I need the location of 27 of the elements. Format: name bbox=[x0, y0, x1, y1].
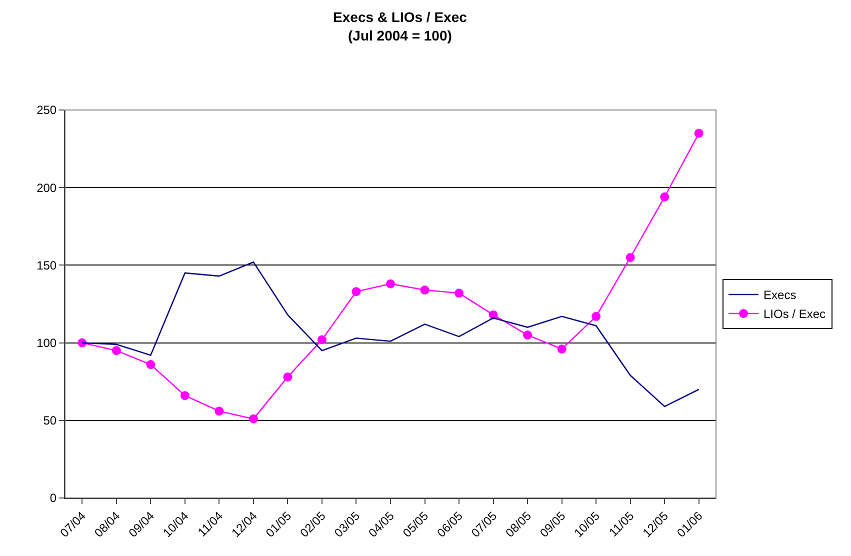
point bbox=[214, 406, 224, 416]
point bbox=[626, 252, 635, 262]
point bbox=[248, 414, 258, 424]
y-tick-label: 100 bbox=[36, 336, 57, 350]
y-tick-label: 150 bbox=[36, 258, 57, 272]
y-tick-label: 200 bbox=[36, 180, 57, 195]
legend-label: Execs bbox=[764, 288, 796, 302]
point bbox=[317, 335, 326, 344]
chart-subtitle: (Jul 2004 = 100) bbox=[348, 27, 452, 44]
point bbox=[146, 360, 156, 370]
point bbox=[420, 286, 430, 295]
point bbox=[523, 330, 532, 340]
point bbox=[694, 128, 704, 138]
point bbox=[112, 346, 121, 356]
point bbox=[386, 279, 395, 288]
y-tick-label: 50 bbox=[43, 414, 57, 428]
point bbox=[283, 372, 292, 382]
point bbox=[660, 192, 670, 202]
point bbox=[557, 344, 566, 354]
point bbox=[352, 287, 361, 296]
chart-title: Execs & LIOs / Exec bbox=[333, 9, 468, 26]
point bbox=[592, 312, 601, 321]
legend-label: LIOs / Exec bbox=[764, 307, 826, 322]
point bbox=[180, 391, 190, 400]
point bbox=[454, 288, 464, 298]
y-tick-label: 0 bbox=[50, 491, 57, 506]
y-tick-label: 250 bbox=[36, 103, 57, 118]
